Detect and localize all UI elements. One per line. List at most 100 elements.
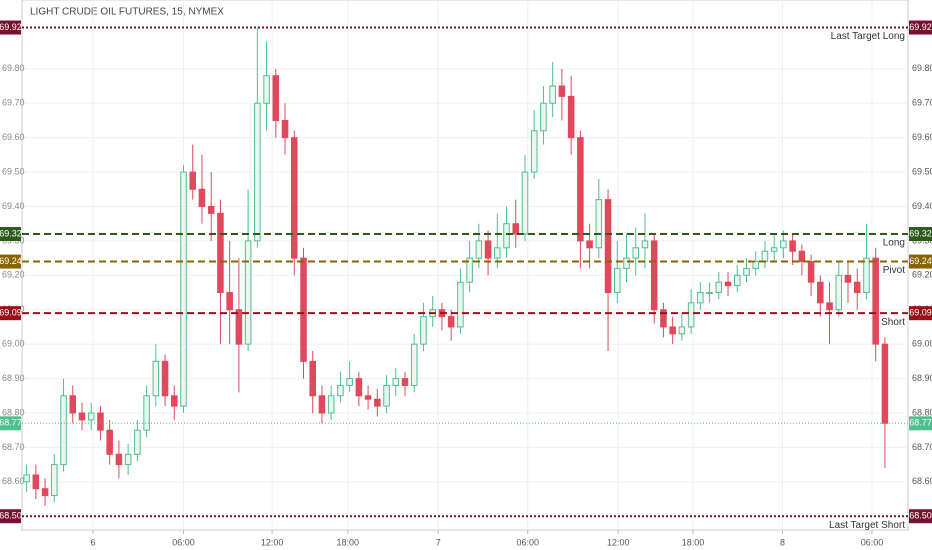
candle-body [761,250,769,263]
candle-body [623,257,630,269]
y-tick-label: 69.40 [2,201,25,211]
y-tick-label: 68.60 [912,476,932,486]
candle-body [87,412,95,421]
candle-body [503,223,510,249]
candle-body [706,292,713,295]
candle-body [171,395,178,407]
level-name: Long [883,238,905,249]
candle-body [835,274,843,311]
x-tick-label: 06:00 [861,537,884,547]
y-tick-label: 69.00 [912,339,932,349]
candle-body [97,412,104,431]
last-price-label: 68.77 [909,418,932,428]
candle-body [614,267,621,294]
candle-body [733,274,741,287]
candle-body [687,302,695,328]
candle-body [300,257,307,362]
candle-body [669,326,676,335]
x-tick-label: 18:00 [337,537,360,547]
candle-body [346,378,353,386]
candle-body [32,474,40,490]
level-box [909,306,932,321]
y-tick-label: 68.70 [912,442,932,452]
x-tick-label: 7 [436,537,441,547]
candle-body [558,85,566,97]
candle-body [134,429,141,455]
x-tick-label: 12:00 [261,537,284,547]
level-value-label: 69.09 [0,308,22,318]
candle-body [715,281,723,294]
y-tick-label: 69.50 [912,166,932,176]
candle-body [521,171,529,235]
candle-body [697,292,704,304]
plot-frame [21,0,909,531]
level-value-label: 69.92 [909,22,932,32]
candle-body [143,395,150,431]
candle-body [780,240,787,249]
candle-body [355,378,363,397]
y-tick-label: 69.20 [912,270,932,280]
last-price-box [909,416,932,431]
candle-body [410,343,418,386]
candle-body [632,247,640,259]
y-tick-label: 69.20 [2,270,25,280]
candle-body [586,240,593,249]
candle-body [327,395,335,414]
y-tick-label: 68.70 [2,442,25,452]
candle-body [189,171,197,190]
level-name: Short [881,317,905,328]
candle-body [364,395,372,400]
candle-body [475,240,483,259]
level-box [909,509,932,524]
candle-body [161,360,169,397]
candle-body [853,281,861,294]
candle-body [115,453,123,466]
candle-body [641,240,649,249]
y-tick-label: 69.40 [912,201,932,211]
candle-body [290,137,298,259]
candle-body [457,281,464,328]
candle-body [263,75,270,104]
candle-body [337,384,344,397]
candle-body [235,309,243,345]
candle-body [660,309,667,328]
candle-body [577,137,584,242]
level-value-label: 69.92 [0,22,22,32]
level-value-label: 68.50 [909,511,932,521]
y-tick-label: 68.60 [2,476,25,486]
candle-body [743,267,750,276]
candle-body [244,240,252,345]
level-value-label: 69.32 [0,228,22,238]
level-name: Last Target Short [829,520,905,531]
x-tick-label: 8 [780,537,785,547]
level-box [0,306,21,321]
y-tick-label: 68.80 [2,407,25,417]
candle-body [106,429,113,455]
y-tick-label: 69.80 [912,63,932,73]
candle-body [226,292,233,311]
candle-body [881,343,889,424]
candle-body [724,281,732,287]
x-tick-label: 06:00 [516,537,539,547]
candle-body [217,212,224,294]
level-name: Pivot [883,265,905,276]
level-value-label: 69.24 [0,256,22,266]
candle-body [23,474,30,483]
candle-body [466,257,473,283]
candle-body [540,102,547,132]
y-tick-label: 68.90 [912,373,932,383]
candle-body [207,205,215,214]
chart-title: LIGHT CRUDE OIL FUTURES, 15, NYMEX [30,7,224,18]
y-tick-label: 68.80 [912,407,932,417]
candle-body [604,199,612,294]
candle-body [272,75,280,121]
candle-body [374,398,381,407]
y-tick-label: 69.80 [2,63,25,73]
level-box [909,254,932,269]
level-value-label: 69.24 [909,256,932,266]
candle-body [494,247,501,259]
candle-body [798,250,806,263]
last-price-label: 68.77 [0,418,22,428]
candle-body [69,395,77,414]
